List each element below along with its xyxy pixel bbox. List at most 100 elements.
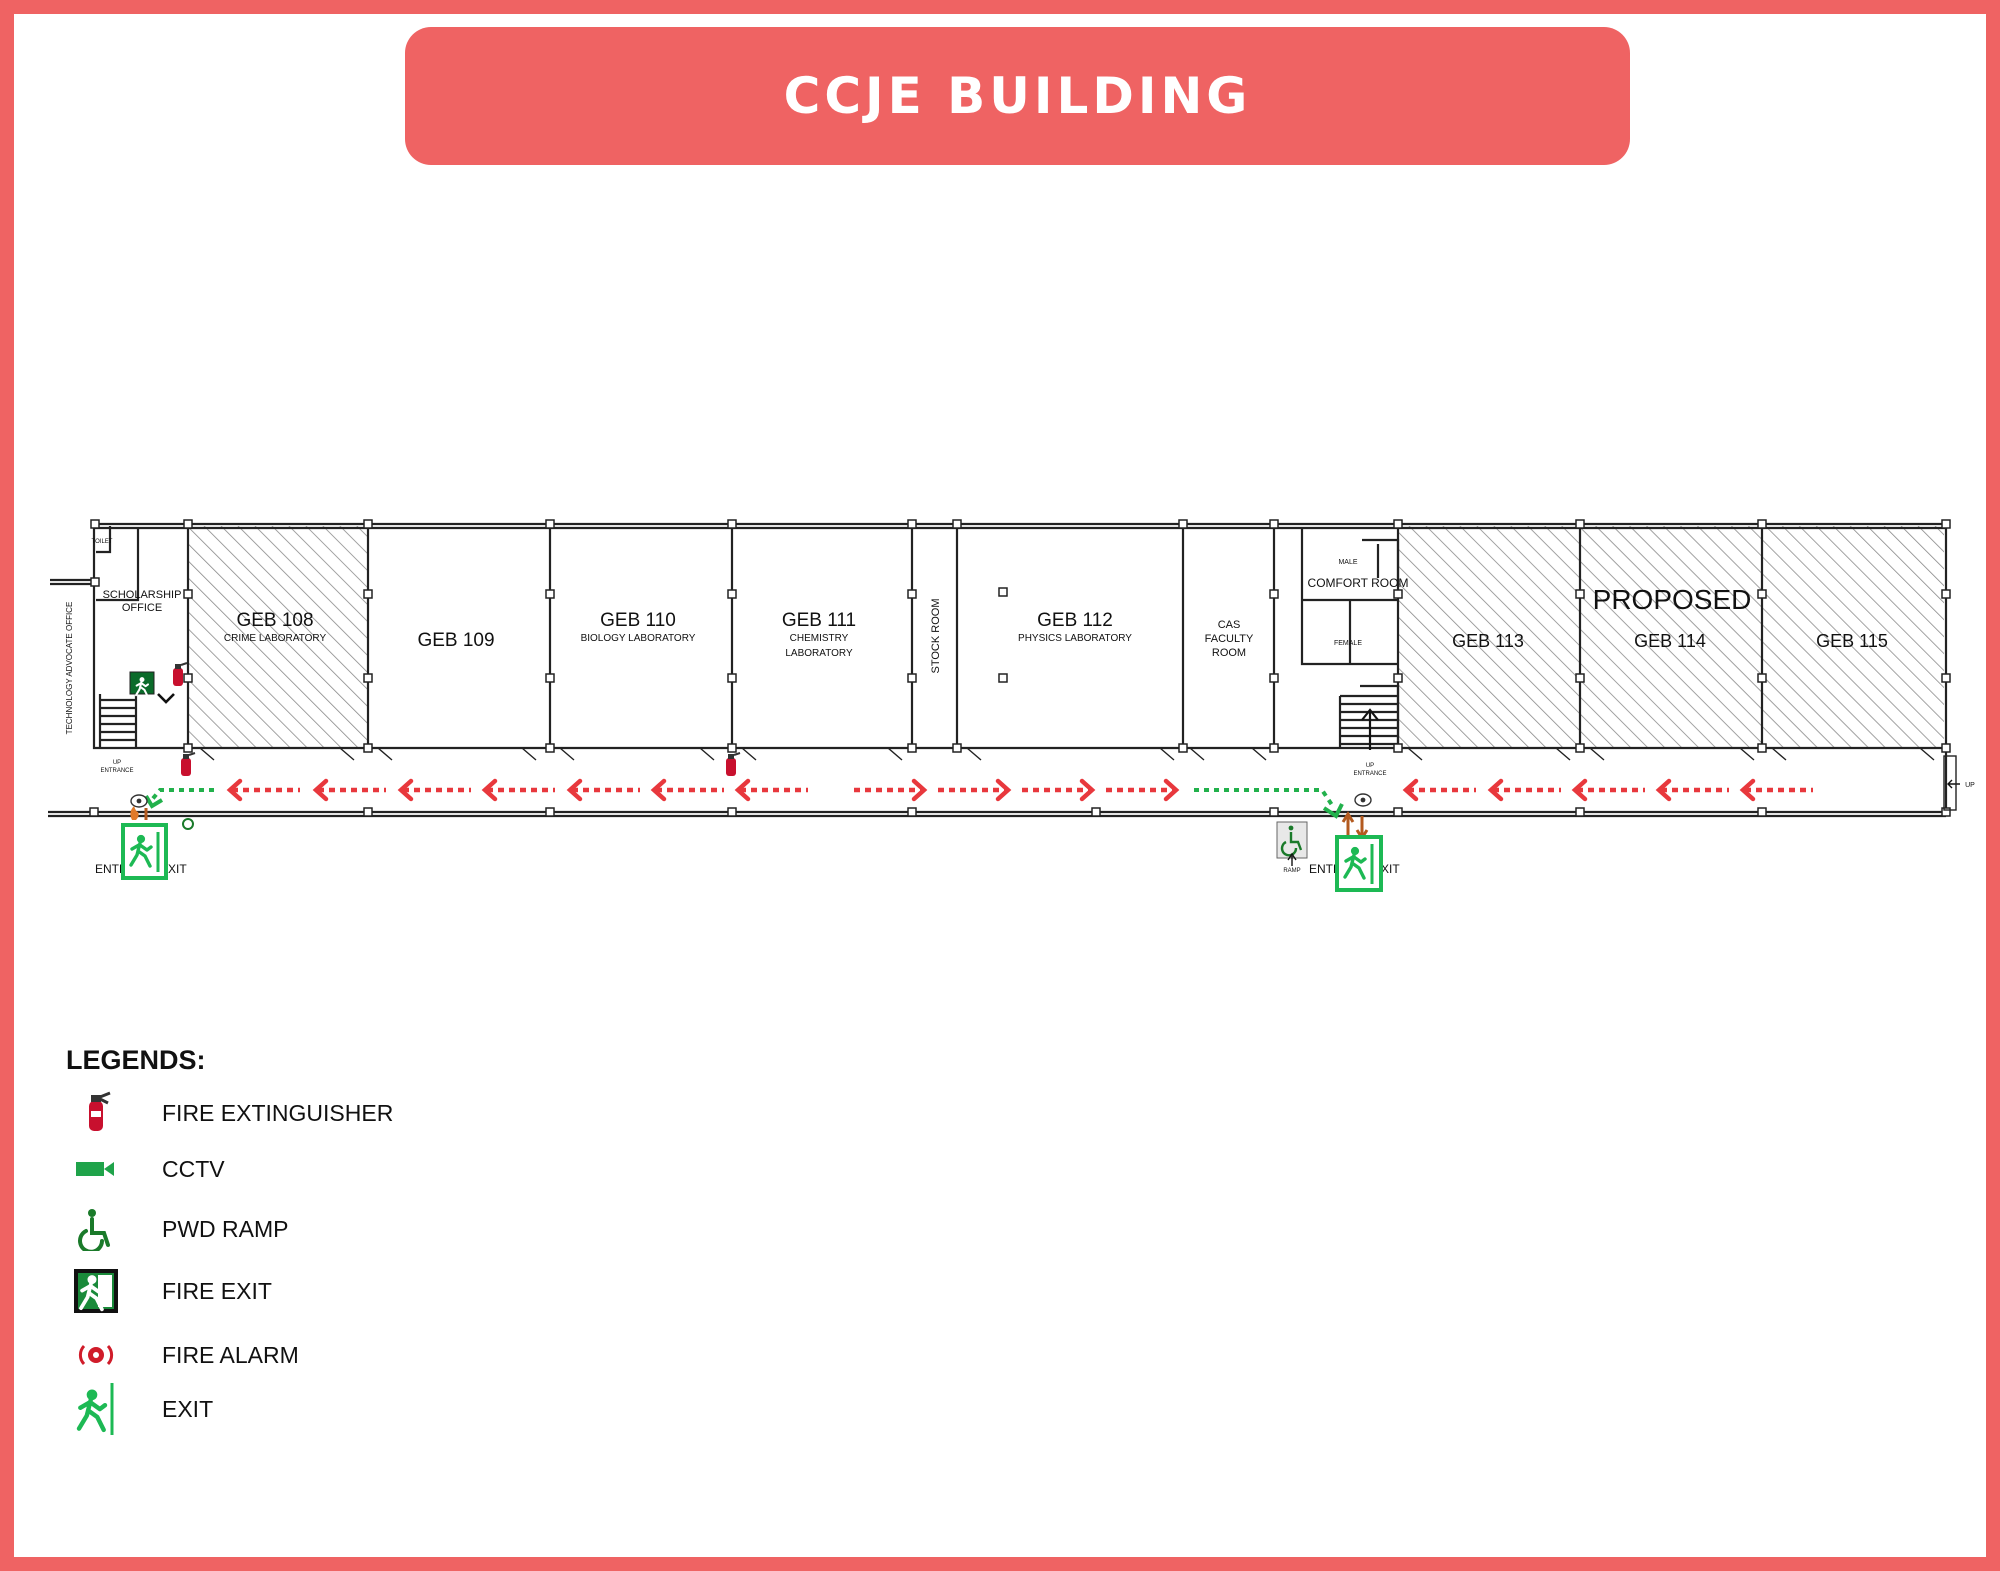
stairs-left bbox=[98, 694, 138, 748]
exit-running-man-icon bbox=[66, 1383, 126, 1435]
room-geb113: GEB 113 bbox=[1452, 631, 1524, 651]
east-ramp-box bbox=[1943, 755, 1957, 811]
door-swings bbox=[199, 747, 1935, 761]
room-male: MALE bbox=[1338, 559, 1357, 566]
stair-arrow-right bbox=[1361, 708, 1379, 750]
room-geb111-sub2: LABORATORY bbox=[785, 648, 853, 659]
evacuation-arrow bbox=[481, 778, 555, 802]
room-geb108-sub: CRIME LABORATORY bbox=[224, 633, 327, 644]
legend-label-fire-alarm: FIRE ALARM bbox=[162, 1341, 299, 1368]
exit-route-right-head bbox=[1322, 803, 1344, 819]
evacuation-arrow bbox=[854, 778, 928, 802]
cctv-icon bbox=[66, 1145, 126, 1193]
legend-label-exit: EXIT bbox=[162, 1395, 214, 1422]
evacuation-arrow bbox=[1571, 778, 1645, 802]
evacuation-arrow bbox=[1022, 778, 1096, 802]
legend-item-pwd-ramp: PWD RAMP bbox=[66, 1205, 289, 1253]
fire-extinguisher-icon bbox=[66, 1089, 126, 1137]
page-title: CCJE BUILDING bbox=[783, 67, 1252, 125]
evacuation-arrow bbox=[650, 778, 724, 802]
legend-title: LEGENDS: bbox=[66, 1045, 206, 1075]
legend-item-cctv: CCTV bbox=[66, 1145, 225, 1193]
north-wall bbox=[94, 522, 1946, 530]
evacuation-arrow bbox=[1106, 778, 1180, 802]
title-banner: CCJE BUILDING bbox=[405, 27, 1630, 165]
room-cas-2: FACULTY bbox=[1205, 633, 1254, 645]
legend-label-pwd-ramp: PWD RAMP bbox=[162, 1215, 289, 1242]
legend-label-fire-exit: FIRE EXIT bbox=[162, 1277, 272, 1304]
fire-extinguisher-icon bbox=[180, 752, 196, 777]
up-east-arrow bbox=[1947, 779, 1960, 789]
room-geb110-sub: BIOLOGY LABORATORY bbox=[581, 633, 696, 644]
room-geb112: GEB 112 bbox=[1037, 610, 1113, 631]
room-geb114: GEB 114 bbox=[1634, 631, 1706, 651]
exit-right: XIT bbox=[1381, 862, 1400, 876]
room-toilet: TOILET bbox=[92, 539, 113, 545]
room-scholarship-1: SCHOLARSHIP bbox=[103, 589, 182, 601]
evacuation-arrow bbox=[734, 778, 808, 802]
fire-alarm-icon bbox=[130, 794, 148, 808]
evacuation-arrow bbox=[1655, 778, 1729, 802]
room-comfort-room: COMFORT ROOM bbox=[1308, 576, 1409, 590]
exit-route-left bbox=[148, 788, 214, 804]
comfort-room-walls bbox=[1300, 528, 1400, 666]
exit-running-man-icon bbox=[121, 823, 168, 880]
up-right-1: UP bbox=[1366, 763, 1374, 769]
fire-alarm-icon bbox=[66, 1331, 126, 1379]
room-scholarship-2: OFFICE bbox=[122, 602, 162, 614]
evacuation-arrow bbox=[312, 778, 386, 802]
room-geb111-sub1: CHEMISTRY bbox=[790, 633, 849, 644]
legend-item-fire-exit: FIRE EXIT bbox=[66, 1267, 272, 1315]
evacuation-arrows bbox=[226, 778, 1813, 802]
hatch-geb108 bbox=[188, 526, 368, 748]
entr-left: ENTR bbox=[95, 862, 128, 876]
west-wing bbox=[50, 524, 188, 750]
south-wall bbox=[48, 810, 1946, 818]
room-cas-3: ROOM bbox=[1212, 647, 1246, 659]
evacuation-arrow bbox=[1739, 778, 1813, 802]
room-stock-room: STOCK ROOM bbox=[930, 599, 942, 674]
exit-left: XIT bbox=[168, 862, 187, 876]
wheelchair-icon bbox=[1276, 821, 1308, 859]
fire-exit-icon bbox=[129, 671, 155, 697]
up-east: UP bbox=[1965, 782, 1975, 789]
ramp-arrow bbox=[1287, 852, 1297, 866]
evacuation-arrow bbox=[1487, 778, 1561, 802]
partitions bbox=[96, 526, 1764, 748]
legend-item-exit: EXIT bbox=[66, 1383, 213, 1435]
flame-icon bbox=[130, 806, 139, 820]
entry-arrows-right bbox=[1341, 811, 1369, 841]
fire-alarm-icon bbox=[1354, 793, 1372, 807]
fire-extinguisher-icon bbox=[725, 752, 741, 777]
room-geb115: GEB 115 bbox=[1816, 631, 1888, 651]
room-geb109: GEB 109 bbox=[417, 630, 494, 651]
legend-item-fire-alarm: FIRE ALARM bbox=[66, 1331, 299, 1379]
cctv-icon bbox=[182, 818, 194, 830]
evacuation-arrow bbox=[226, 778, 300, 802]
room-geb111: GEB 111 bbox=[782, 610, 856, 631]
up-left-2: ENTRANCE bbox=[100, 768, 133, 774]
legend-label-fire-extinguisher: FIRE EXTINGUISHER bbox=[162, 1099, 394, 1126]
entr-right: ENTR bbox=[1309, 862, 1342, 876]
room-cas-1: CAS bbox=[1218, 619, 1241, 631]
evacuation-arrow bbox=[397, 778, 471, 802]
room-female: FEMALE bbox=[1334, 640, 1362, 647]
legend-label-cctv: CCTV bbox=[162, 1155, 225, 1182]
columns bbox=[89, 519, 1951, 817]
fire-exit-icon bbox=[66, 1267, 126, 1315]
wheelchair-icon bbox=[66, 1205, 126, 1253]
room-technology-advocate: TECHNOLOGY ADVOCATE OFFICE bbox=[65, 602, 74, 735]
room-geb110: GEB 110 bbox=[600, 610, 676, 631]
exit-running-man-icon bbox=[1335, 835, 1383, 892]
up-left-1: UP bbox=[113, 760, 121, 766]
ramp-label: RAMP bbox=[1283, 868, 1300, 874]
label-proposed: PROPOSED bbox=[1593, 584, 1752, 615]
evacuation-arrow bbox=[566, 778, 640, 802]
room-geb112-sub: PHYSICS LABORATORY bbox=[1018, 633, 1132, 644]
evacuation-arrow bbox=[938, 778, 1012, 802]
hatch-geb113-115 bbox=[1398, 526, 1944, 748]
stair-arrow-left bbox=[157, 693, 175, 704]
up-right-2: ENTRANCE bbox=[1353, 771, 1386, 777]
exit-route-left-head bbox=[144, 794, 164, 809]
